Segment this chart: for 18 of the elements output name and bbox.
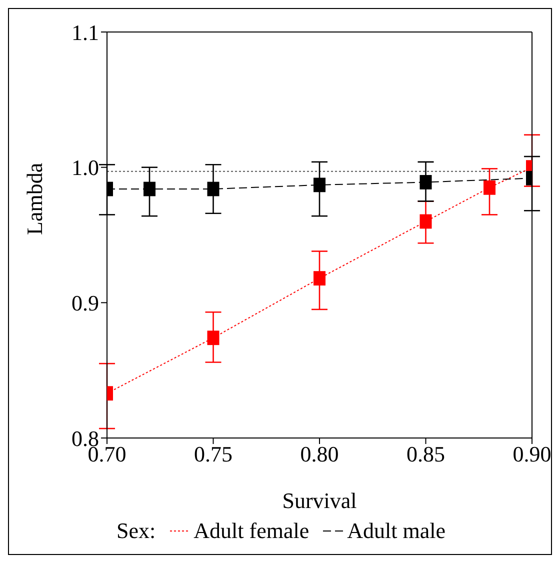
x-tick-label: 0.75: [194, 442, 232, 467]
x-tick-label: 0.80: [300, 442, 339, 467]
x-tick-label: 0.90: [512, 442, 552, 467]
x-axis-title: Survival: [282, 488, 357, 513]
y-axis-title: Lambda: [22, 162, 47, 235]
legend-title: Sex:: [116, 518, 156, 544]
point: [207, 330, 220, 346]
legend-label: Adult female: [194, 518, 310, 544]
y-tick-label: 0.9: [72, 290, 99, 316]
x-tick-label: 0.85: [406, 442, 445, 467]
point: [314, 178, 326, 192]
point: [420, 175, 432, 190]
legend-label: Adult male: [347, 518, 446, 544]
y-tick-label: 1.1: [72, 20, 99, 45]
point: [420, 214, 432, 229]
y-tick-label: 1.0: [72, 155, 99, 180]
point: [207, 182, 220, 196]
point: [314, 271, 326, 286]
